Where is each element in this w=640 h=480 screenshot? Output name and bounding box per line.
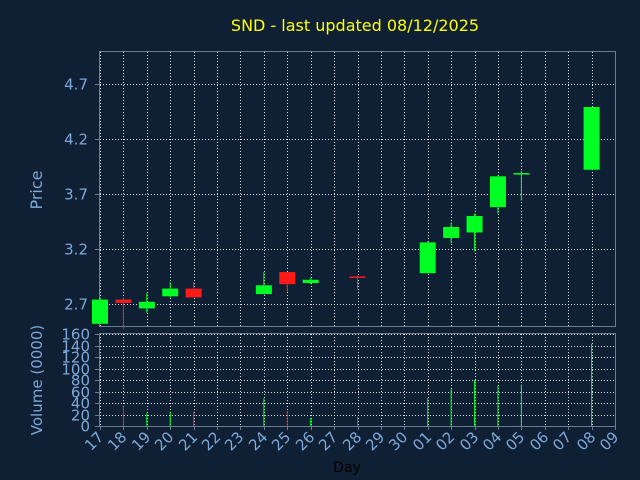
price-plot-frame: [99, 51, 616, 327]
candle-body: [513, 173, 530, 175]
candle: [583, 107, 600, 170]
volume-tick-label: 140: [61, 338, 90, 356]
volume-grid: [100, 334, 616, 427]
candle-body: [466, 215, 483, 233]
candle: [185, 281, 202, 298]
x-tick-label: 05: [502, 428, 528, 454]
volume-bars: [122, 343, 593, 426]
x-tick-label: 30: [385, 428, 411, 454]
x-tick-label: 20: [151, 428, 177, 454]
volume-tick-label: 160: [61, 326, 90, 344]
price-tick-label: 4.7: [64, 76, 88, 94]
x-tick-label: 09: [596, 428, 622, 454]
candle: [302, 277, 319, 285]
chart-title: SND - last updated 08/12/2025: [231, 16, 479, 35]
candle-body: [349, 276, 366, 278]
x-tick-label: 18: [104, 428, 130, 454]
candle-body: [138, 301, 155, 309]
candle: [513, 170, 530, 201]
candle-body: [419, 242, 436, 274]
candle: [279, 272, 296, 292]
candle-body: [185, 288, 202, 298]
price-tick-label: 3.2: [64, 241, 88, 259]
x-ticks: 1718192021222324252627282930010203040506…: [81, 426, 622, 454]
candle-body: [162, 288, 179, 297]
candle: [466, 213, 483, 252]
candle: [349, 275, 366, 289]
price-tick-label: 2.7: [64, 296, 88, 314]
volume-tick-label: 0: [80, 418, 90, 436]
candle: [138, 292, 155, 313]
x-tick-label: 25: [268, 428, 294, 454]
volume-y-axis-label: Volume (0000): [28, 325, 46, 435]
candles: [92, 107, 600, 330]
candle: [162, 281, 179, 298]
x-tick-label: 02: [432, 428, 458, 454]
price-y-axis-label: Price: [27, 170, 46, 209]
candle: [255, 272, 272, 295]
candle: [419, 241, 436, 274]
candle: [443, 222, 460, 244]
price-y-ticks: 2.7 3.2 3.7 4.2 4.7: [64, 76, 100, 314]
candle-body: [92, 299, 108, 324]
candle-body: [255, 285, 272, 295]
price-tick-label: 4.2: [64, 131, 88, 149]
volume-tick-label: 120: [61, 349, 90, 367]
candle: [489, 175, 506, 214]
volume-tick-label: 60: [71, 384, 90, 402]
candle: [92, 297, 108, 324]
volume-tick-label: 20: [71, 407, 90, 425]
volume-tick-label: 100: [61, 361, 90, 379]
candle-body: [302, 279, 319, 284]
x-tick-label: 07: [549, 428, 575, 454]
volume-tick-label: 80: [71, 372, 90, 390]
candle: [115, 297, 132, 330]
candle-body: [279, 272, 296, 285]
x-axis-label: Day: [333, 460, 361, 476]
candle-body: [115, 299, 132, 303]
x-tick-label: 27: [315, 428, 341, 454]
price-tick-label: 3.7: [64, 186, 88, 204]
candle-body: [489, 176, 506, 208]
x-tick-label: 23: [221, 428, 247, 454]
candle-body: [443, 226, 460, 238]
volume-tick-label: 40: [71, 395, 90, 413]
candle-body: [583, 107, 600, 170]
